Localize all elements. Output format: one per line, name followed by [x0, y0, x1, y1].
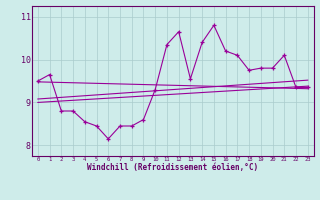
X-axis label: Windchill (Refroidissement éolien,°C): Windchill (Refroidissement éolien,°C) [87, 163, 258, 172]
